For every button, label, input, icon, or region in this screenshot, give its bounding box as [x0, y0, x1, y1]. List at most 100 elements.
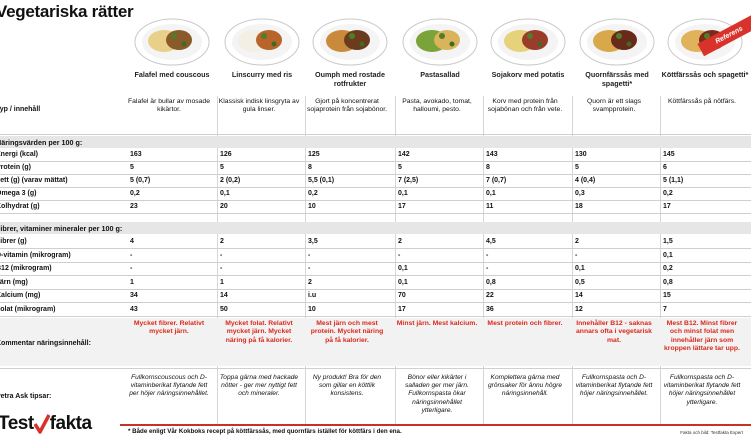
- nutrient-value: 0,3: [575, 190, 585, 197]
- dish-photo: [579, 18, 655, 66]
- nutrient-value: 6: [663, 164, 667, 171]
- nutrient-label: Omega 3 (g): [0, 190, 37, 197]
- row-divider: [0, 187, 751, 188]
- nutrient-value: 143: [486, 151, 498, 158]
- mineral-value: -: [486, 265, 489, 272]
- nutrient-value: 126: [220, 151, 232, 158]
- testfakta-logo: Test fakta: [0, 411, 92, 437]
- dish-comment: Mycket folat. Relativt mycket järn. Myck…: [225, 320, 293, 344]
- mineral-value: -: [308, 251, 311, 259]
- mineral-value: 2: [220, 238, 224, 245]
- dish-column-header: Sojakorv med potatis: [484, 0, 572, 120]
- mineral-value: 0,1: [398, 278, 408, 286]
- dish-name: Pastasallad: [420, 70, 460, 79]
- nutrient-value: 0,2: [663, 190, 673, 197]
- mineral-value: 4: [130, 238, 134, 245]
- source-credit: Fakta och bild: Testfakta Expert: [680, 430, 743, 435]
- dish-photo: [490, 18, 566, 66]
- mineral-value: 2: [308, 278, 312, 286]
- nutrient-value: 7 (0,7): [486, 177, 507, 184]
- section-band: [0, 222, 751, 234]
- nutrient-value: 7 (2,5): [398, 177, 419, 184]
- bottom-rule: [120, 424, 751, 426]
- dish-name: Linscurry med ris: [231, 70, 293, 79]
- mineral-label: D-vitamin (mikrogram): [0, 251, 71, 259]
- dish-name: Falafel med couscous: [134, 70, 210, 79]
- mineral-value: 14: [575, 292, 583, 299]
- mineral-label: B12 (mikrogram): [0, 265, 52, 272]
- dish-description: Falafel är bullar av mosade kikärtor.: [128, 98, 210, 114]
- dish-description: Köttfärssås på nötfärs.: [667, 98, 736, 105]
- row-divider: [0, 368, 751, 369]
- row-divider: [0, 213, 751, 214]
- dish-photo: [402, 18, 478, 66]
- mineral-value: 0,8: [663, 278, 673, 286]
- mineral-label: Folat (mikrogram): [0, 305, 56, 313]
- row-divider: [0, 315, 751, 317]
- row-divider: [0, 174, 751, 175]
- nutrient-value: 8: [486, 164, 490, 171]
- row-divider: [0, 200, 751, 201]
- logo-text-fakta: fakta: [49, 413, 92, 434]
- nutrient-value: 5 (1,1): [663, 177, 684, 184]
- nutrient-value: 130: [575, 151, 587, 158]
- dish-name: Oumph med rostade rotfrukter: [315, 70, 385, 88]
- dish-photo: [224, 18, 300, 66]
- column-divider: [483, 96, 484, 424]
- column-divider: [395, 96, 396, 424]
- section-label-minerals: Fibrer, vitaminer mineraler per 100 g:: [0, 224, 123, 233]
- row-divider: [0, 248, 751, 249]
- dish-tips: Ny produkt! Bra för den som gillar en kö…: [312, 374, 382, 398]
- dish-description: Korv med protein från sojabönan och från…: [487, 98, 563, 114]
- nutrient-value: 0,2: [308, 190, 318, 197]
- nutrient-value: 5: [220, 164, 224, 171]
- mineral-value: 50: [220, 305, 228, 313]
- dish-tips: Bönor eller kikärter i salladen ger mer …: [405, 374, 469, 414]
- mineral-value: -: [130, 265, 133, 272]
- dish-name: Sojakorv med potatis: [491, 70, 565, 79]
- mineral-value: 2: [398, 238, 402, 245]
- mineral-value: 0,1: [663, 251, 673, 259]
- dish-column-header: Quornfärssås med spagetti*: [573, 0, 661, 120]
- mineral-value: 7: [663, 305, 667, 313]
- dish-name: Quornfärssås med spagetti*: [585, 70, 649, 88]
- nutrient-value: 125: [308, 151, 320, 158]
- nutrient-value: 18: [575, 203, 583, 210]
- mineral-value: 10: [308, 305, 316, 313]
- column-divider: [305, 96, 306, 424]
- dish-tips: Toppa gärna med hackade nötter - ger mer…: [219, 374, 299, 398]
- dish-column-header: Oumph med rostade rotfrukter: [306, 0, 394, 120]
- section-label-nutrients: Näringsvärden per 100 g:: [0, 138, 83, 147]
- row-divider: [0, 134, 751, 135]
- nutrient-value: 0,1: [220, 190, 230, 197]
- dish-comment: Mest järn och mest protein. Mycket närin…: [310, 320, 384, 344]
- dish-tips: Fullkornscouscous och D-vitaminberikat f…: [129, 374, 209, 398]
- mineral-value: -: [220, 251, 223, 259]
- mineral-value: -: [220, 265, 223, 272]
- dish-column-header: Falafel med couscous: [128, 0, 216, 120]
- dish-description: Pasta, avokado, tomat, halloumi, pesto.: [402, 98, 472, 114]
- comment-band: [0, 318, 751, 366]
- mineral-value: 12: [575, 305, 583, 313]
- mineral-value: -: [486, 251, 489, 259]
- row-divider: [0, 261, 751, 263]
- mineral-value: 0,8: [486, 278, 496, 286]
- mineral-value: 0,2: [663, 265, 673, 272]
- mineral-value: 14: [220, 292, 228, 299]
- mineral-label: Kalcium (mg): [0, 292, 41, 299]
- dish-name: Köttfärssås och spagetti*: [661, 70, 749, 79]
- nutrient-value: 11: [486, 203, 494, 210]
- row-divider: [0, 288, 751, 290]
- nutrient-label: Energi (kcal): [0, 151, 39, 158]
- logo-text-test: Test: [0, 413, 34, 434]
- mineral-value: 1,5: [663, 238, 673, 245]
- row-divider: [0, 161, 751, 162]
- nutrient-value: 20: [220, 203, 228, 210]
- mineral-value: 0,1: [398, 265, 408, 272]
- nutrient-value: 5 (0,7): [130, 177, 151, 184]
- mineral-value: 22: [486, 292, 494, 299]
- dish-description: Quorn är ett slags svampprotein.: [586, 98, 642, 114]
- nutrient-value: 8: [308, 164, 312, 171]
- nutrient-label: Protein (g): [0, 164, 31, 171]
- dish-comment: Mycket fibrer. Relativt mycket järn.: [133, 320, 205, 336]
